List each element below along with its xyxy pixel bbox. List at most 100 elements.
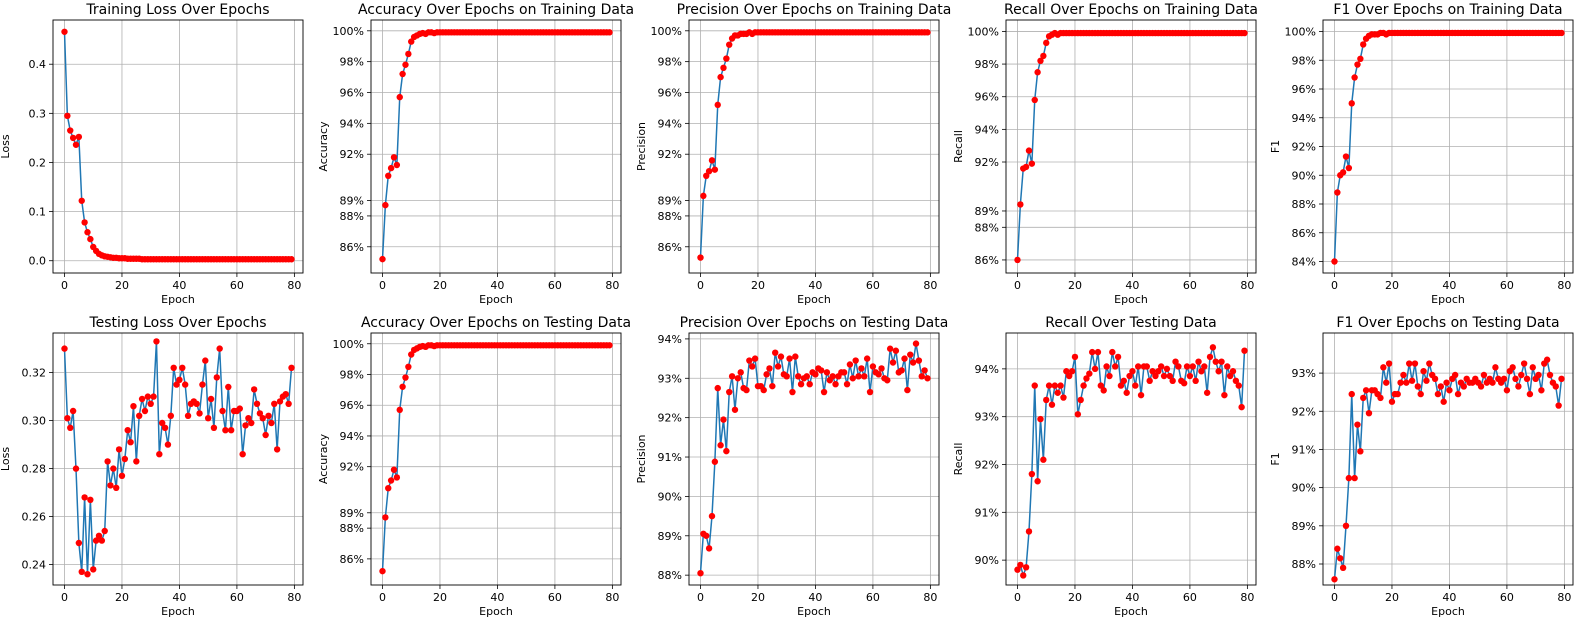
plot-area [1323, 333, 1573, 585]
x-tick-label: 40 [808, 591, 822, 604]
y-tick-label: 92% [340, 461, 364, 474]
x-tick-label: 20 [115, 279, 129, 292]
data-point [734, 375, 742, 382]
data-point [869, 363, 877, 370]
y-tick-label: 0.0 [29, 255, 47, 268]
data-point [1031, 96, 1038, 104]
subplot-2: 0 20 40 60 80 86% 88% 89% 92% 94% 96% 98% 100% Accura… [317, 2, 634, 306]
data-point [1198, 368, 1205, 375]
data-point [1106, 372, 1113, 380]
data-point [797, 380, 805, 388]
data-point [711, 458, 719, 465]
data-point [1434, 390, 1442, 398]
y-tick-label: 92% [1292, 405, 1316, 418]
x-tick-label: 40 [808, 279, 822, 292]
x-axis-label: Epoch [1431, 293, 1465, 306]
data-point [1043, 39, 1050, 47]
y-tick-label: 92% [1292, 141, 1316, 154]
data-point [104, 458, 111, 465]
data-point [728, 373, 736, 380]
y-tick-label: 94% [975, 363, 999, 376]
data-point [262, 431, 269, 439]
data-point [700, 192, 707, 200]
data-point [1235, 382, 1242, 389]
data-point [901, 355, 908, 362]
data-point [889, 359, 897, 366]
y-tick-label: 92% [340, 148, 364, 161]
data-point [1337, 555, 1344, 562]
data-point [124, 427, 131, 434]
data-point [176, 376, 183, 383]
data-point [1017, 201, 1024, 208]
y-tick-label: 0.30 [22, 415, 47, 428]
x-tick-label: 60 [548, 279, 562, 292]
data-point [288, 364, 295, 371]
y-axis-label: Precision [635, 122, 648, 171]
y-axis-label: Accuracy [317, 433, 330, 484]
plot-frame [370, 332, 622, 586]
data-point [393, 474, 401, 481]
y-tick-label: 94% [1292, 112, 1316, 125]
data-point [1515, 383, 1522, 390]
x-tick-label: 80 [1240, 591, 1254, 604]
data-point [1183, 363, 1191, 370]
data-point [803, 373, 811, 380]
data-point [820, 388, 828, 396]
data-point [1451, 371, 1459, 379]
data-point [878, 365, 885, 372]
data-point [61, 28, 68, 35]
data-point [253, 400, 261, 407]
plot-frame [688, 19, 940, 274]
data-point [846, 361, 854, 368]
x-tick-label: 0 [61, 591, 68, 604]
data-point [714, 101, 721, 109]
data-point [1175, 363, 1182, 370]
data-point [1334, 545, 1341, 552]
data-point [1028, 470, 1036, 478]
data-point [1048, 401, 1056, 408]
data-point [708, 512, 716, 520]
data-point [402, 374, 409, 381]
data-point [1022, 564, 1030, 571]
x-axis-label: Epoch [1114, 605, 1148, 618]
data-point [225, 383, 232, 391]
data-point [64, 415, 71, 422]
data-point [789, 388, 796, 396]
data-point [832, 380, 839, 388]
y-axis-label: Loss [0, 447, 12, 471]
y-tick-label: 89% [658, 530, 682, 543]
data-point [1354, 61, 1361, 68]
data-point [276, 398, 284, 405]
data-point [1383, 379, 1390, 386]
y-tick-label: 100% [333, 338, 364, 351]
data-point [1224, 363, 1231, 370]
x-tick-label: 40 [1125, 279, 1139, 292]
plot-area [1006, 20, 1256, 273]
data-point [1120, 377, 1128, 385]
y-axis-label: Precision [635, 434, 648, 483]
data-point [817, 367, 825, 374]
x-tick-label: 60 [866, 279, 880, 292]
x-axis-label: Epoch [479, 293, 513, 306]
x-tick-label: 0 [1331, 279, 1338, 292]
data-point [67, 424, 74, 431]
plot-area [53, 20, 303, 273]
data-point [843, 380, 851, 388]
data-point [1241, 347, 1248, 354]
y-tick-label: 0.1 [29, 206, 47, 219]
data-point [1132, 382, 1139, 389]
x-tick-label: 80 [605, 591, 619, 604]
data-point [69, 407, 77, 415]
data-point [777, 353, 785, 360]
data-point [1109, 348, 1116, 356]
data-point [207, 395, 215, 403]
x-tick-label: 20 [1385, 279, 1399, 292]
x-tick-label: 60 [1183, 279, 1197, 292]
data-point [1362, 387, 1370, 394]
data-point [379, 255, 386, 263]
x-tick-label: 20 [433, 279, 447, 292]
data-point [772, 349, 779, 356]
subplot-1: 0 20 40 60 80 0.0 0.1 0.2 0.3 0.4 Training Loss Ov… [0, 2, 304, 306]
data-point [1509, 364, 1516, 371]
data-point [1054, 389, 1061, 396]
